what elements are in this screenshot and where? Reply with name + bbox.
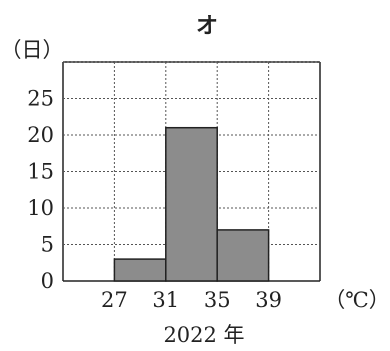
bars-group — [113, 126, 270, 282]
x-axis-label: 2022 年 — [163, 323, 244, 347]
y-tick-label: 15 — [27, 160, 54, 184]
bar-35-39 — [216, 229, 270, 282]
bar-27-31 — [113, 258, 167, 282]
y-tick-label: 20 — [27, 123, 54, 147]
y-tick-label: 5 — [41, 233, 54, 257]
x-tick-label: 27 — [101, 288, 128, 312]
x-tick-labels: 27 31 35 39 — [101, 288, 282, 312]
y-tick-label: 0 — [41, 269, 54, 293]
x-tick-label: 39 — [255, 288, 282, 312]
y-axis-label: （日） — [1, 38, 64, 62]
y-tick-label: 25 — [27, 87, 54, 111]
x-unit-label: （℃） — [324, 288, 390, 312]
y-tick-labels: 0 5 10 15 20 25 — [27, 87, 54, 294]
bar-31-35 — [165, 126, 218, 282]
chart-title: オ — [196, 14, 218, 39]
x-tick-label: 31 — [152, 288, 179, 312]
y-tick-label: 10 — [27, 196, 54, 220]
x-tick-label: 35 — [204, 288, 231, 312]
